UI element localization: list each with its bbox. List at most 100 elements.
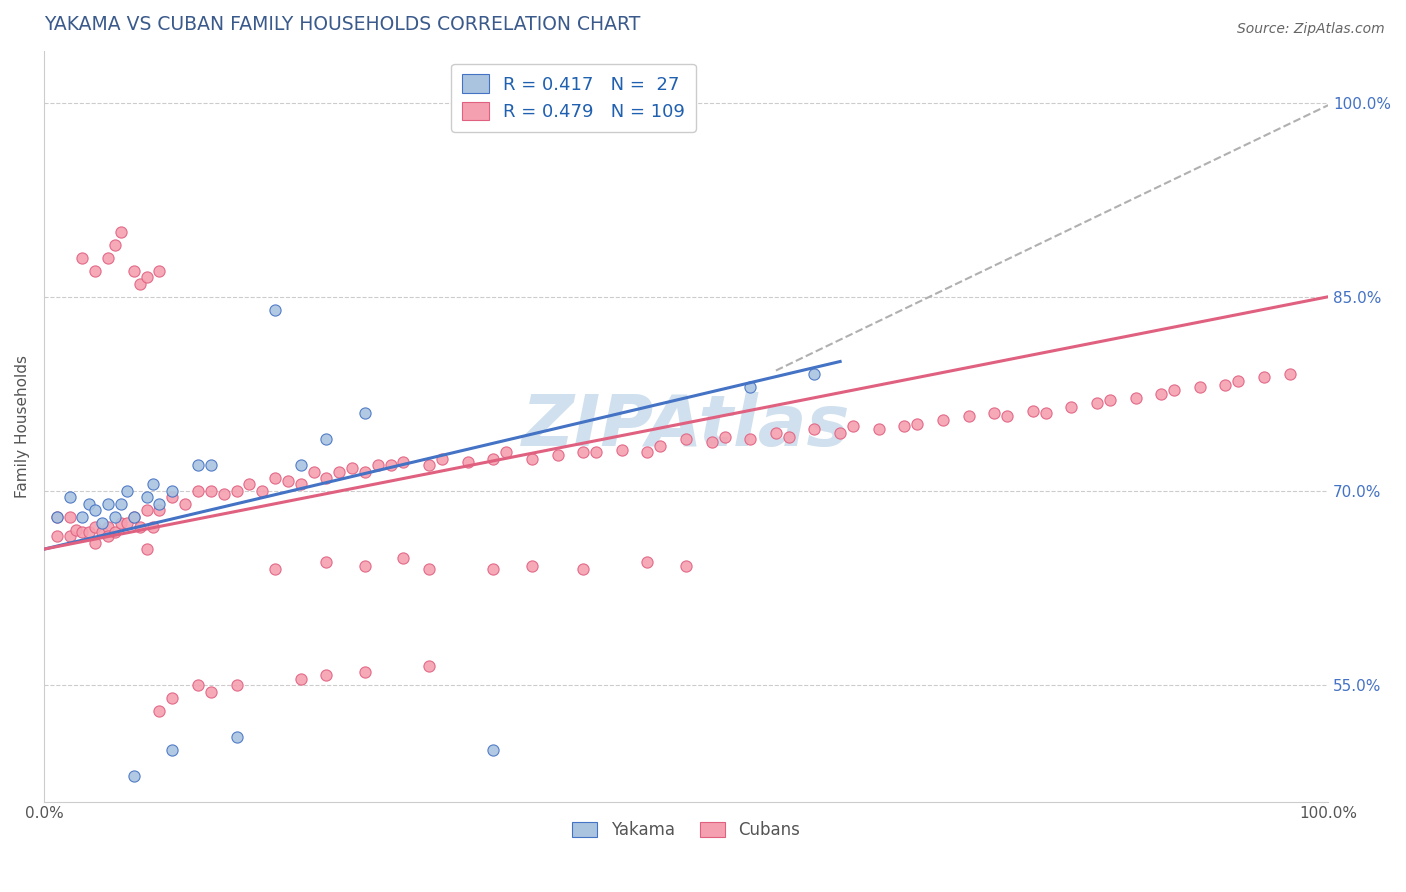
Point — [740, 432, 762, 446]
Point — [430, 451, 453, 466]
Point — [457, 455, 479, 469]
Point — [142, 520, 165, 534]
Point — [650, 439, 672, 453]
Point — [97, 529, 120, 543]
Point — [572, 561, 595, 575]
Text: YAKAMA VS CUBAN FAMILY HOUSEHOLDS CORRELATION CHART: YAKAMA VS CUBAN FAMILY HOUSEHOLDS CORREL… — [44, 15, 640, 34]
Point — [162, 691, 184, 706]
Point — [162, 483, 184, 498]
Point — [97, 251, 120, 265]
Point — [778, 429, 800, 443]
Point — [225, 483, 247, 498]
Point — [110, 516, 132, 531]
Point — [103, 525, 125, 540]
Point — [200, 483, 222, 498]
Point — [122, 509, 145, 524]
Point — [315, 471, 337, 485]
Point — [72, 251, 94, 265]
Point — [1215, 377, 1237, 392]
Point — [122, 509, 145, 524]
Point — [84, 264, 107, 278]
Point — [520, 451, 543, 466]
Point — [932, 413, 955, 427]
Point — [842, 419, 865, 434]
Point — [765, 425, 787, 440]
Point — [1022, 403, 1045, 417]
Text: ZIPAtlas: ZIPAtlas — [522, 392, 851, 460]
Point — [830, 425, 852, 440]
Point — [187, 483, 209, 498]
Point — [315, 432, 337, 446]
Point — [103, 509, 125, 524]
Point — [135, 270, 157, 285]
Point — [418, 561, 440, 575]
Point — [90, 516, 112, 531]
Point — [84, 503, 107, 517]
Point — [803, 368, 825, 382]
Point — [135, 542, 157, 557]
Point — [905, 417, 928, 431]
Point — [520, 559, 543, 574]
Point — [238, 477, 260, 491]
Point — [315, 555, 337, 569]
Point — [1098, 393, 1121, 408]
Point — [1227, 374, 1250, 388]
Point — [110, 497, 132, 511]
Point — [1188, 380, 1211, 394]
Point — [340, 460, 363, 475]
Point — [65, 523, 87, 537]
Point — [1035, 406, 1057, 420]
Point — [1163, 383, 1185, 397]
Point — [392, 455, 415, 469]
Point — [129, 520, 152, 534]
Point — [264, 561, 287, 575]
Point — [868, 422, 890, 436]
Point — [675, 559, 697, 574]
Point — [250, 483, 273, 498]
Point — [97, 520, 120, 534]
Point — [803, 422, 825, 436]
Point — [983, 406, 1005, 420]
Point — [148, 704, 170, 718]
Point — [740, 380, 762, 394]
Point — [328, 465, 350, 479]
Point — [354, 559, 377, 574]
Legend: Yakama, Cubans: Yakama, Cubans — [565, 814, 807, 846]
Text: Source: ZipAtlas.com: Source: ZipAtlas.com — [1237, 22, 1385, 37]
Point — [174, 497, 197, 511]
Point — [893, 419, 915, 434]
Point — [200, 458, 222, 472]
Point — [495, 445, 517, 459]
Point — [117, 516, 139, 531]
Point — [129, 277, 152, 291]
Point — [547, 448, 569, 462]
Point — [418, 458, 440, 472]
Point — [572, 445, 595, 459]
Point — [290, 672, 312, 686]
Point — [58, 491, 80, 505]
Point — [585, 445, 607, 459]
Point — [713, 429, 735, 443]
Point — [315, 667, 337, 681]
Point — [995, 409, 1018, 423]
Point — [610, 442, 633, 457]
Point — [135, 491, 157, 505]
Point — [187, 458, 209, 472]
Point — [354, 406, 377, 420]
Point — [392, 551, 415, 566]
Point — [482, 451, 505, 466]
Point — [1278, 368, 1301, 382]
Point — [700, 434, 723, 449]
Point — [290, 458, 312, 472]
Point — [957, 409, 980, 423]
Point — [135, 503, 157, 517]
Point — [77, 525, 100, 540]
Point — [675, 432, 697, 446]
Point — [264, 302, 287, 317]
Point — [103, 238, 125, 252]
Point — [58, 509, 80, 524]
Point — [84, 535, 107, 549]
Point — [117, 483, 139, 498]
Point — [142, 477, 165, 491]
Point — [187, 678, 209, 692]
